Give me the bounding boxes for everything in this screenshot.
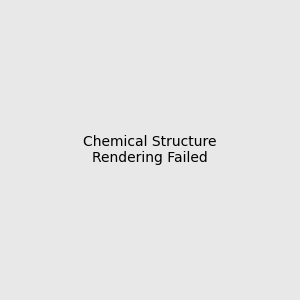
Text: Chemical Structure
Rendering Failed: Chemical Structure Rendering Failed xyxy=(83,135,217,165)
